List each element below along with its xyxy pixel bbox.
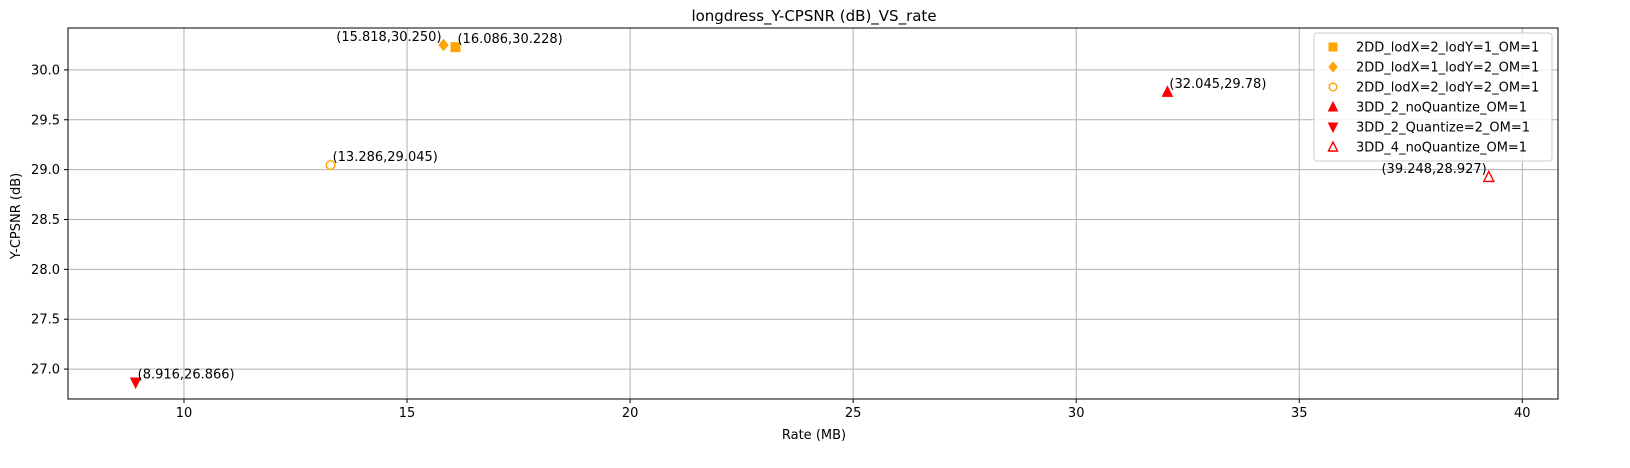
x-axis-ticks: 10 15 20 25 30 35 40 [176, 399, 1531, 421]
x-tick-label: 30 [1068, 406, 1085, 421]
point-annotation: (13.286,29.045) [333, 150, 438, 165]
point-annotation: (15.818,30.250) [336, 30, 441, 45]
y-tick-label: 28.5 [31, 213, 60, 228]
x-tick-label: 15 [399, 406, 416, 421]
y-tick-label: 27.5 [31, 313, 60, 328]
chart-title: longdress_Y-CPSNR (dB)_VS_rate [691, 7, 936, 26]
legend-entry-label: 3DD_4_noQuantize_OM=1 [1356, 141, 1527, 156]
legend: 2DD_lodX=2_lodY=1_OM=1 2DD_lodX=1_lodY=2_… [1313, 32, 1553, 162]
x-tick-label: 20 [622, 406, 639, 421]
point-annotation: (8.916,26.866) [138, 367, 235, 382]
x-axis-label: Rate (MB) [782, 428, 846, 443]
legend-marker [1327, 122, 1339, 134]
legend-marker [1327, 100, 1339, 112]
legend-entry-label: 2DD_lodX=1_lodY=2_OM=1 [1356, 61, 1539, 76]
data-points [129, 38, 1495, 390]
x-tick-label: 35 [1291, 406, 1308, 421]
y-tick-label: 29.0 [31, 163, 60, 178]
y-tick-label: 30.0 [31, 63, 60, 78]
y-axis-ticks: 27.0 27.5 28.0 28.5 29.0 29.5 30.0 [31, 63, 68, 378]
x-tick-label: 40 [1514, 406, 1531, 421]
point-annotation: (16.086,30.228) [457, 32, 562, 47]
point-annotation: (32.045,29.78) [1169, 77, 1266, 92]
legend-marker [1327, 140, 1339, 152]
data-point [450, 42, 461, 53]
y-axis-label: Y-CPSNR (dB) [9, 173, 24, 260]
legend-marker [1328, 61, 1338, 73]
data-point [1482, 169, 1495, 183]
legend-marker [1328, 42, 1338, 52]
grid [68, 28, 1558, 399]
legend-entry-label: 3DD_2_noQuantize_OM=1 [1356, 101, 1527, 116]
legend-box [1313, 32, 1553, 162]
point-annotations: (16.086,30.228) (15.818,30.250) (13.286,29… [138, 30, 1487, 382]
plot-area-frame [67, 27, 1559, 400]
legend-entry-label: 2DD_lodX=2_lodY=1_OM=1 [1356, 41, 1539, 56]
legend-entry-label: 3DD_2_Quantize=2_OM=1 [1356, 121, 1530, 136]
y-tick-label: 28.0 [31, 263, 60, 278]
legend-marker [1328, 82, 1338, 92]
data-point [438, 38, 449, 52]
y-tick-label: 29.5 [31, 113, 60, 128]
point-annotation: (39.248,28.927) [1381, 162, 1486, 177]
data-point [129, 377, 142, 390]
x-tick-label: 25 [845, 406, 862, 421]
legend-entry-label: 2DD_lodX=2_lodY=2_OM=1 [1356, 81, 1539, 96]
x-tick-label: 10 [176, 406, 193, 421]
data-point [325, 160, 336, 170]
data-point [1161, 85, 1174, 97]
y-tick-label: 27.0 [31, 363, 60, 378]
